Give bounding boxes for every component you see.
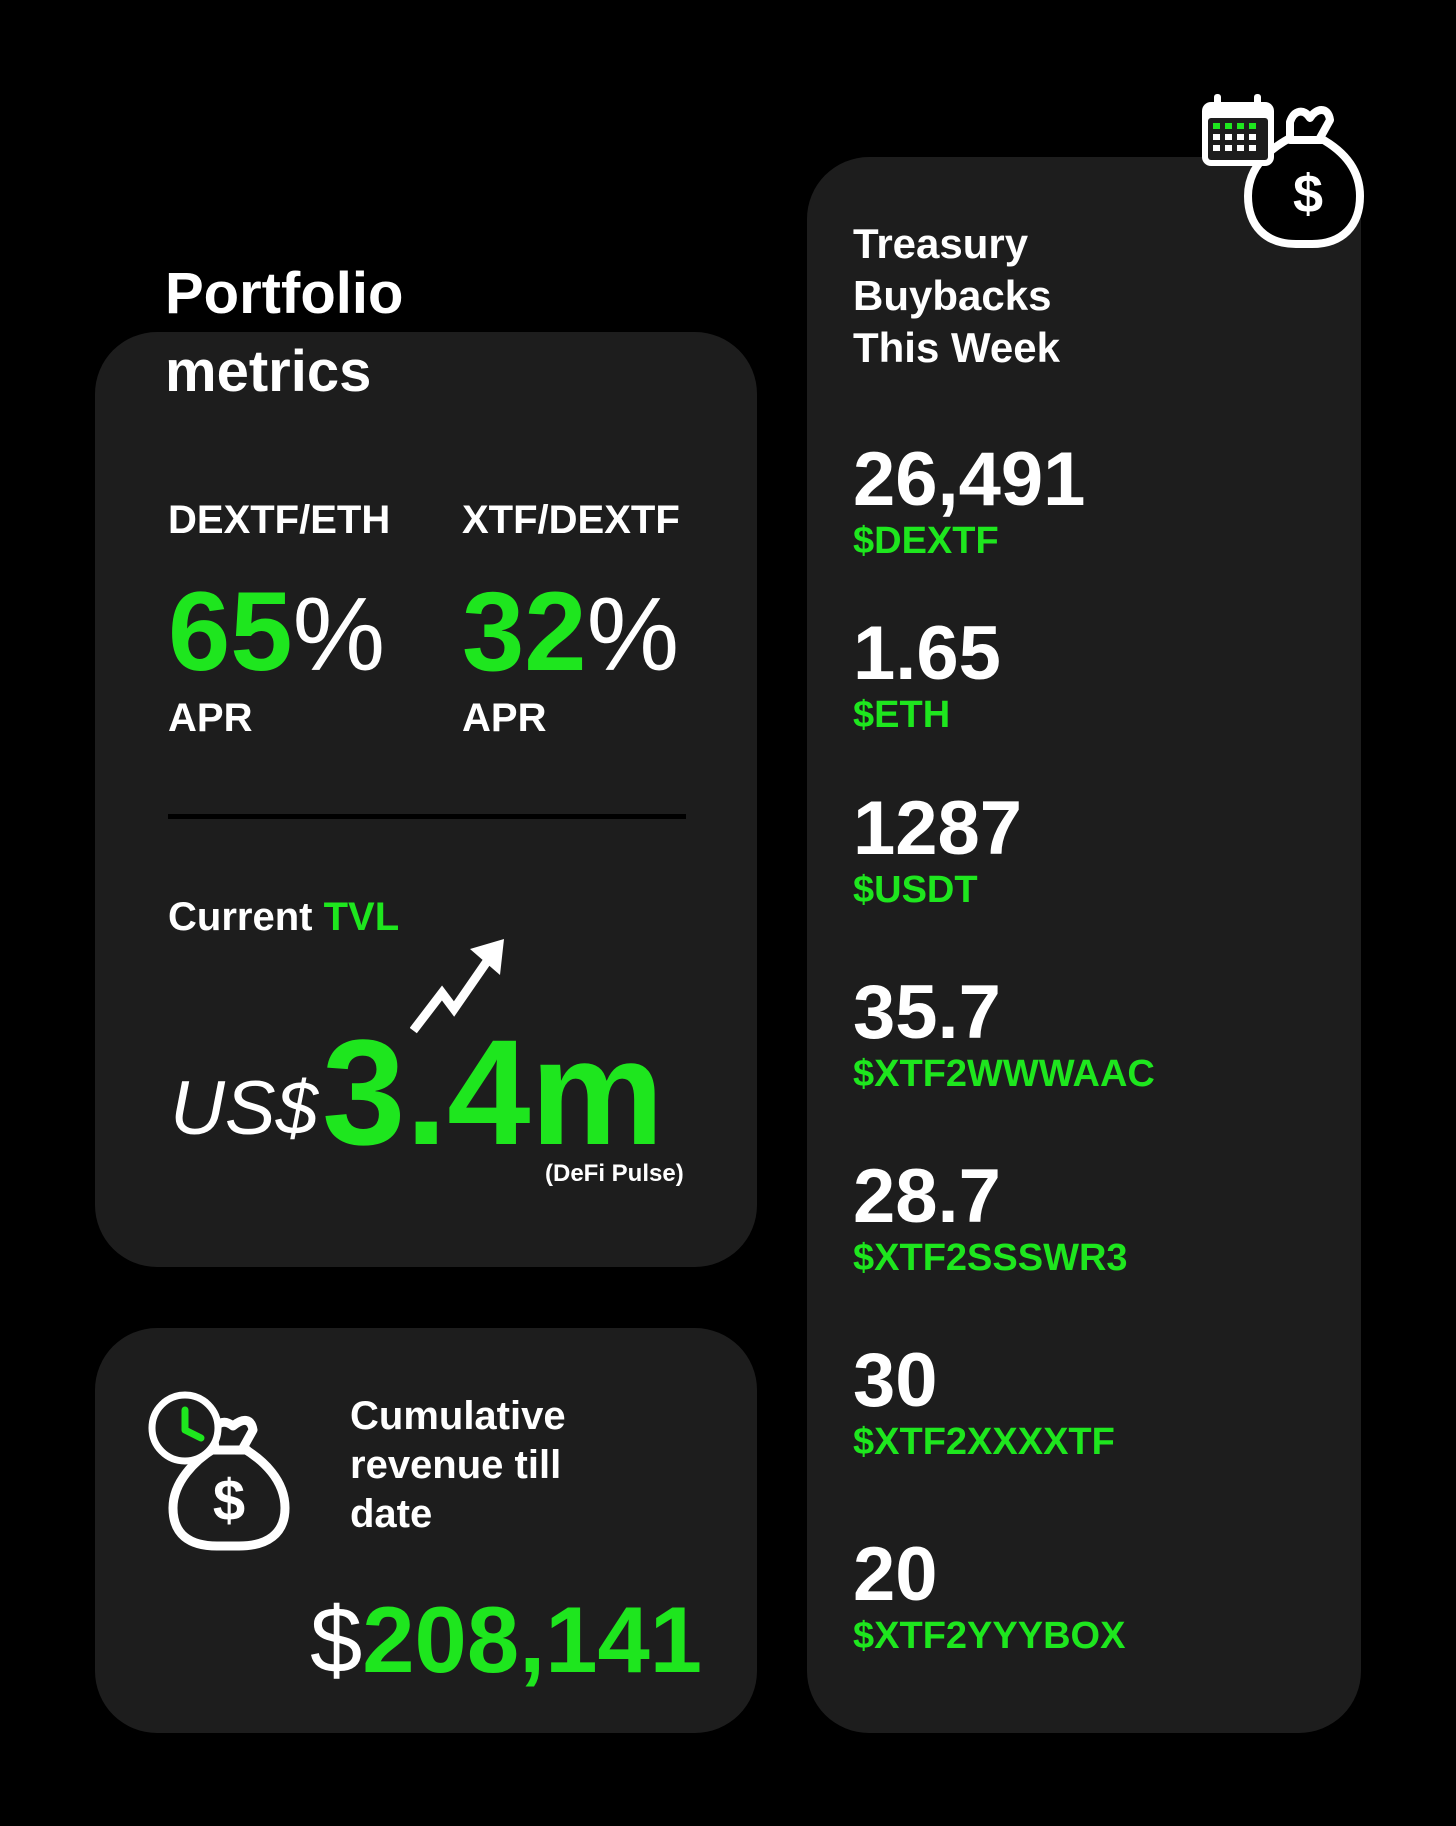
buyback-token: $USDT [853, 869, 978, 911]
cumulative-revenue-card [95, 1328, 757, 1733]
buyback-item-eth: 1.65 $ETH [853, 611, 1001, 737]
apr-label: APR [168, 696, 253, 740]
tvl-currency: US$ [170, 1066, 318, 1151]
tvl-value: 3.4m [322, 1008, 664, 1176]
portfolio-title: Portfolio metrics [165, 261, 404, 404]
buyback-item-usdt: 1287 $USDT [853, 786, 1023, 912]
buyback-token: $XTF2XXXXTF [853, 1421, 1115, 1463]
buyback-amount: 1287 [853, 786, 1023, 871]
portfolio-metrics-card [95, 332, 757, 1267]
apr-label: APR [462, 696, 547, 740]
svg-text:$: $ [1293, 164, 1323, 224]
revenue-amount: 208,141 [362, 1587, 703, 1692]
revenue-value: $208,141 [310, 1590, 702, 1690]
apr-number: 65 [168, 569, 293, 694]
buyback-token: $ETH [853, 694, 951, 736]
apr-percent-sign: % [292, 577, 386, 693]
buyback-amount: 35.7 [853, 970, 1001, 1055]
buyback-item-xtf2ssswr3: 28.7 $XTF2SSSWR3 [853, 1154, 1128, 1280]
money-bag-clock-icon: $ [148, 1391, 290, 1551]
apr-value-xtf-dextf: 32% [462, 572, 679, 695]
buyback-item-xtf2xxxxtf: 30 $XTF2XXXXTF [853, 1338, 1115, 1464]
revenue-currency-symbol: $ [310, 1587, 363, 1692]
pair-label-dextf-eth: DEXTF/ETH [168, 498, 391, 542]
treasury-title: Treasury Buybacks This Week [853, 220, 1060, 371]
buyback-token: $XTF2WWWAAC [853, 1053, 1155, 1095]
treasury-buybacks-card [807, 157, 1361, 1733]
tvl-title: Current TVL [168, 895, 399, 940]
apr-percent-sign: % [586, 577, 680, 693]
buyback-amount: 20 [853, 1532, 938, 1617]
calendar-money-bag-icon: $ [1202, 94, 1364, 248]
revenue-label: Cumulative revenue till date [350, 1394, 566, 1536]
tvl-title-prefix: Current [168, 895, 313, 939]
trend-up-arrow-icon [410, 939, 504, 1034]
svg-text:$: $ [213, 1468, 245, 1533]
buyback-token: $XTF2SSSWR3 [853, 1237, 1128, 1279]
divider [168, 814, 686, 819]
buyback-amount: 26,491 [853, 437, 1086, 522]
buyback-amount: 30 [853, 1338, 938, 1423]
apr-number: 32 [462, 569, 587, 694]
buyback-token: $DEXTF [853, 520, 999, 562]
buyback-amount: 1.65 [853, 611, 1001, 696]
buyback-token: $XTF2YYYBOX [853, 1615, 1126, 1657]
buyback-item-xtf2yyybox: 20 $XTF2YYYBOX [853, 1532, 1126, 1658]
buyback-item-dextf: 26,491 $DEXTF [853, 437, 1086, 563]
apr-value-dextf-eth: 65% [168, 572, 385, 695]
buyback-item-xtf2wwwaac: 35.7 $XTF2WWWAAC [853, 970, 1155, 1096]
tvl-title-highlight: TVL [323, 895, 400, 939]
buyback-amount: 28.7 [853, 1154, 1001, 1239]
tvl-source: (DeFi Pulse) [545, 1160, 684, 1187]
pair-label-xtf-dextf: XTF/DEXTF [462, 498, 680, 542]
